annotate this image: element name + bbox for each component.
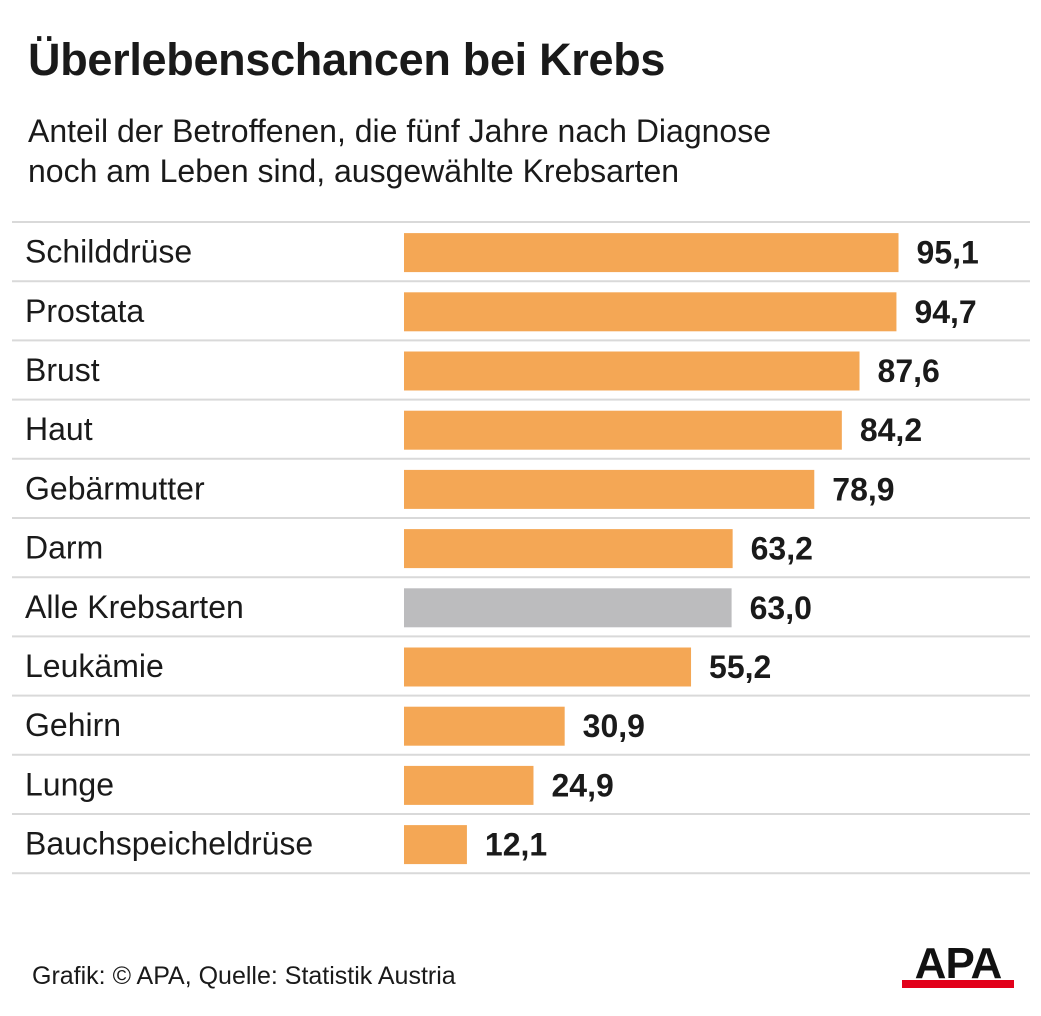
value-label-gehirn: 30,9: [583, 708, 645, 744]
bar-lunge: [404, 765, 534, 805]
bar-haut: [404, 410, 842, 450]
category-label-schilddrüse: Schilddrüse: [25, 234, 192, 270]
chart-subtitle: Anteil der Betroffenen, die fünf Jahre n…: [28, 111, 1018, 191]
category-label-gehirn: Gehirn: [25, 707, 121, 743]
value-label-prostata: 94,7: [914, 294, 976, 330]
value-label-brust: 87,6: [878, 353, 940, 389]
category-label-darm: Darm: [25, 530, 103, 566]
bar-chart: Schilddrüse 95,1 Prostata 94,7 Brust 87,6 Haut…: [12, 221, 1030, 875]
bar-alle-krebsarten: [404, 588, 732, 628]
bar-prostata: [404, 292, 897, 332]
apa-logo-red-bar: [902, 980, 1014, 988]
chart-title: Überlebenschancen bei Krebs: [28, 34, 666, 85]
apa-logo: APA: [902, 942, 1014, 988]
category-label-bauchspeicheldrüse: Bauchspeicheldrüse: [25, 826, 313, 862]
value-label-bauchspeicheldrüse: 12,1: [485, 827, 547, 863]
category-label-prostata: Prostata: [25, 293, 144, 329]
value-label-lunge: 24,9: [551, 767, 613, 803]
value-label-leukämie: 55,2: [709, 649, 771, 685]
bar-gebärmutter: [404, 469, 815, 509]
category-label-gebärmutter: Gebärmutter: [25, 470, 205, 506]
value-label-haut: 84,2: [860, 412, 922, 448]
subtitle-line-2: noch am Leben sind, ausgewählte Krebsart…: [28, 153, 680, 189]
bar-leukämie: [404, 647, 692, 687]
category-label-brust: Brust: [25, 352, 100, 388]
value-label-schilddrüse: 95,1: [917, 235, 979, 271]
category-label-lunge: Lunge: [25, 766, 114, 802]
value-label-gebärmutter: 78,9: [832, 471, 894, 507]
bar-darm: [404, 529, 733, 569]
bar-gehirn: [404, 706, 565, 746]
category-label-haut: Haut: [25, 411, 93, 447]
subtitle-line-1: Anteil der Betroffenen, die fünf Jahre n…: [28, 113, 772, 149]
bar-schilddrüse: [404, 233, 899, 273]
bar-brust: [404, 351, 860, 391]
category-label-leukämie: Leukämie: [25, 648, 164, 684]
source-credit: Grafik: © APA, Quelle: Statistik Austria: [32, 962, 456, 990]
value-label-alle-krebsarten: 63,0: [750, 590, 812, 626]
value-label-darm: 63,2: [751, 531, 813, 567]
bar-bauchspeicheldrüse: [404, 825, 467, 865]
category-label-alle-krebsarten: Alle Krebsarten: [25, 589, 244, 625]
